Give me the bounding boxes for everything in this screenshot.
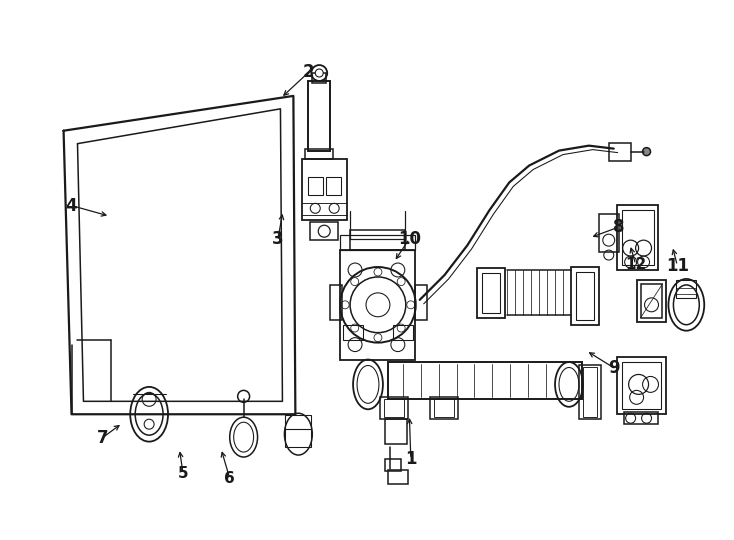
Bar: [624, 412, 658, 424]
Text: 2: 2: [302, 63, 314, 82]
Text: 6: 6: [225, 471, 235, 486]
Bar: [477, 268, 505, 318]
Bar: [636, 280, 666, 322]
Bar: [340, 250, 415, 360]
Bar: [434, 400, 454, 417]
Text: 12: 12: [625, 257, 647, 272]
Circle shape: [316, 69, 323, 77]
Text: 4: 4: [65, 197, 77, 214]
Bar: [330, 285, 342, 320]
Bar: [415, 285, 426, 320]
Bar: [305, 148, 333, 159]
Bar: [286, 429, 311, 447]
Text: 7: 7: [97, 429, 109, 447]
Bar: [302, 159, 347, 220]
Bar: [380, 397, 408, 419]
Bar: [617, 356, 666, 414]
Circle shape: [642, 147, 650, 156]
Bar: [308, 178, 323, 195]
Bar: [599, 214, 619, 252]
Text: 10: 10: [398, 230, 421, 248]
Bar: [393, 325, 413, 340]
Bar: [576, 272, 594, 320]
Bar: [388, 470, 408, 484]
Bar: [617, 205, 658, 270]
Bar: [579, 364, 601, 419]
Text: 5: 5: [178, 465, 189, 481]
Bar: [385, 459, 401, 471]
Bar: [340, 235, 415, 250]
Text: 8: 8: [613, 218, 625, 236]
Text: 9: 9: [608, 359, 619, 377]
Bar: [622, 361, 661, 409]
Bar: [608, 143, 631, 160]
Bar: [384, 400, 404, 417]
Bar: [429, 397, 457, 419]
Text: 11: 11: [666, 256, 688, 275]
Bar: [343, 325, 363, 340]
Text: 3: 3: [272, 230, 284, 248]
Bar: [312, 73, 326, 83]
Bar: [310, 222, 338, 240]
Bar: [571, 267, 599, 325]
Bar: [677, 280, 697, 298]
Text: 1: 1: [405, 450, 417, 468]
Bar: [326, 178, 341, 195]
Bar: [286, 415, 311, 429]
Bar: [308, 81, 330, 151]
Bar: [622, 210, 653, 265]
Bar: [350, 230, 405, 250]
Bar: [388, 361, 582, 400]
Bar: [482, 273, 501, 313]
Bar: [385, 419, 407, 444]
Bar: [583, 368, 597, 417]
Bar: [641, 284, 663, 318]
